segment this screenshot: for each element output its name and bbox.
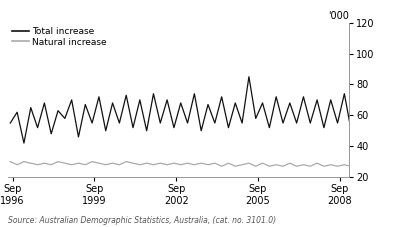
- Total increase: [362, 126, 367, 129]
- Legend: Total increase, Natural increase: Total increase, Natural increase: [12, 27, 107, 47]
- Natural increase: [137, 163, 142, 166]
- Total increase: [8, 122, 13, 124]
- Total increase: [21, 142, 26, 144]
- Total increase: [144, 129, 149, 132]
- Text: '000: '000: [328, 11, 349, 21]
- Natural increase: [8, 160, 13, 163]
- Total increase: [172, 126, 176, 129]
- Natural increase: [165, 163, 170, 166]
- Text: Source: Australian Demographic Statistics, Australia, (cat. no. 3101.0): Source: Australian Demographic Statistic…: [8, 216, 276, 225]
- Natural increase: [362, 165, 367, 168]
- Line: Total increase: Total increase: [10, 30, 397, 143]
- Line: Natural increase: Natural increase: [10, 143, 397, 166]
- Natural increase: [219, 165, 224, 168]
